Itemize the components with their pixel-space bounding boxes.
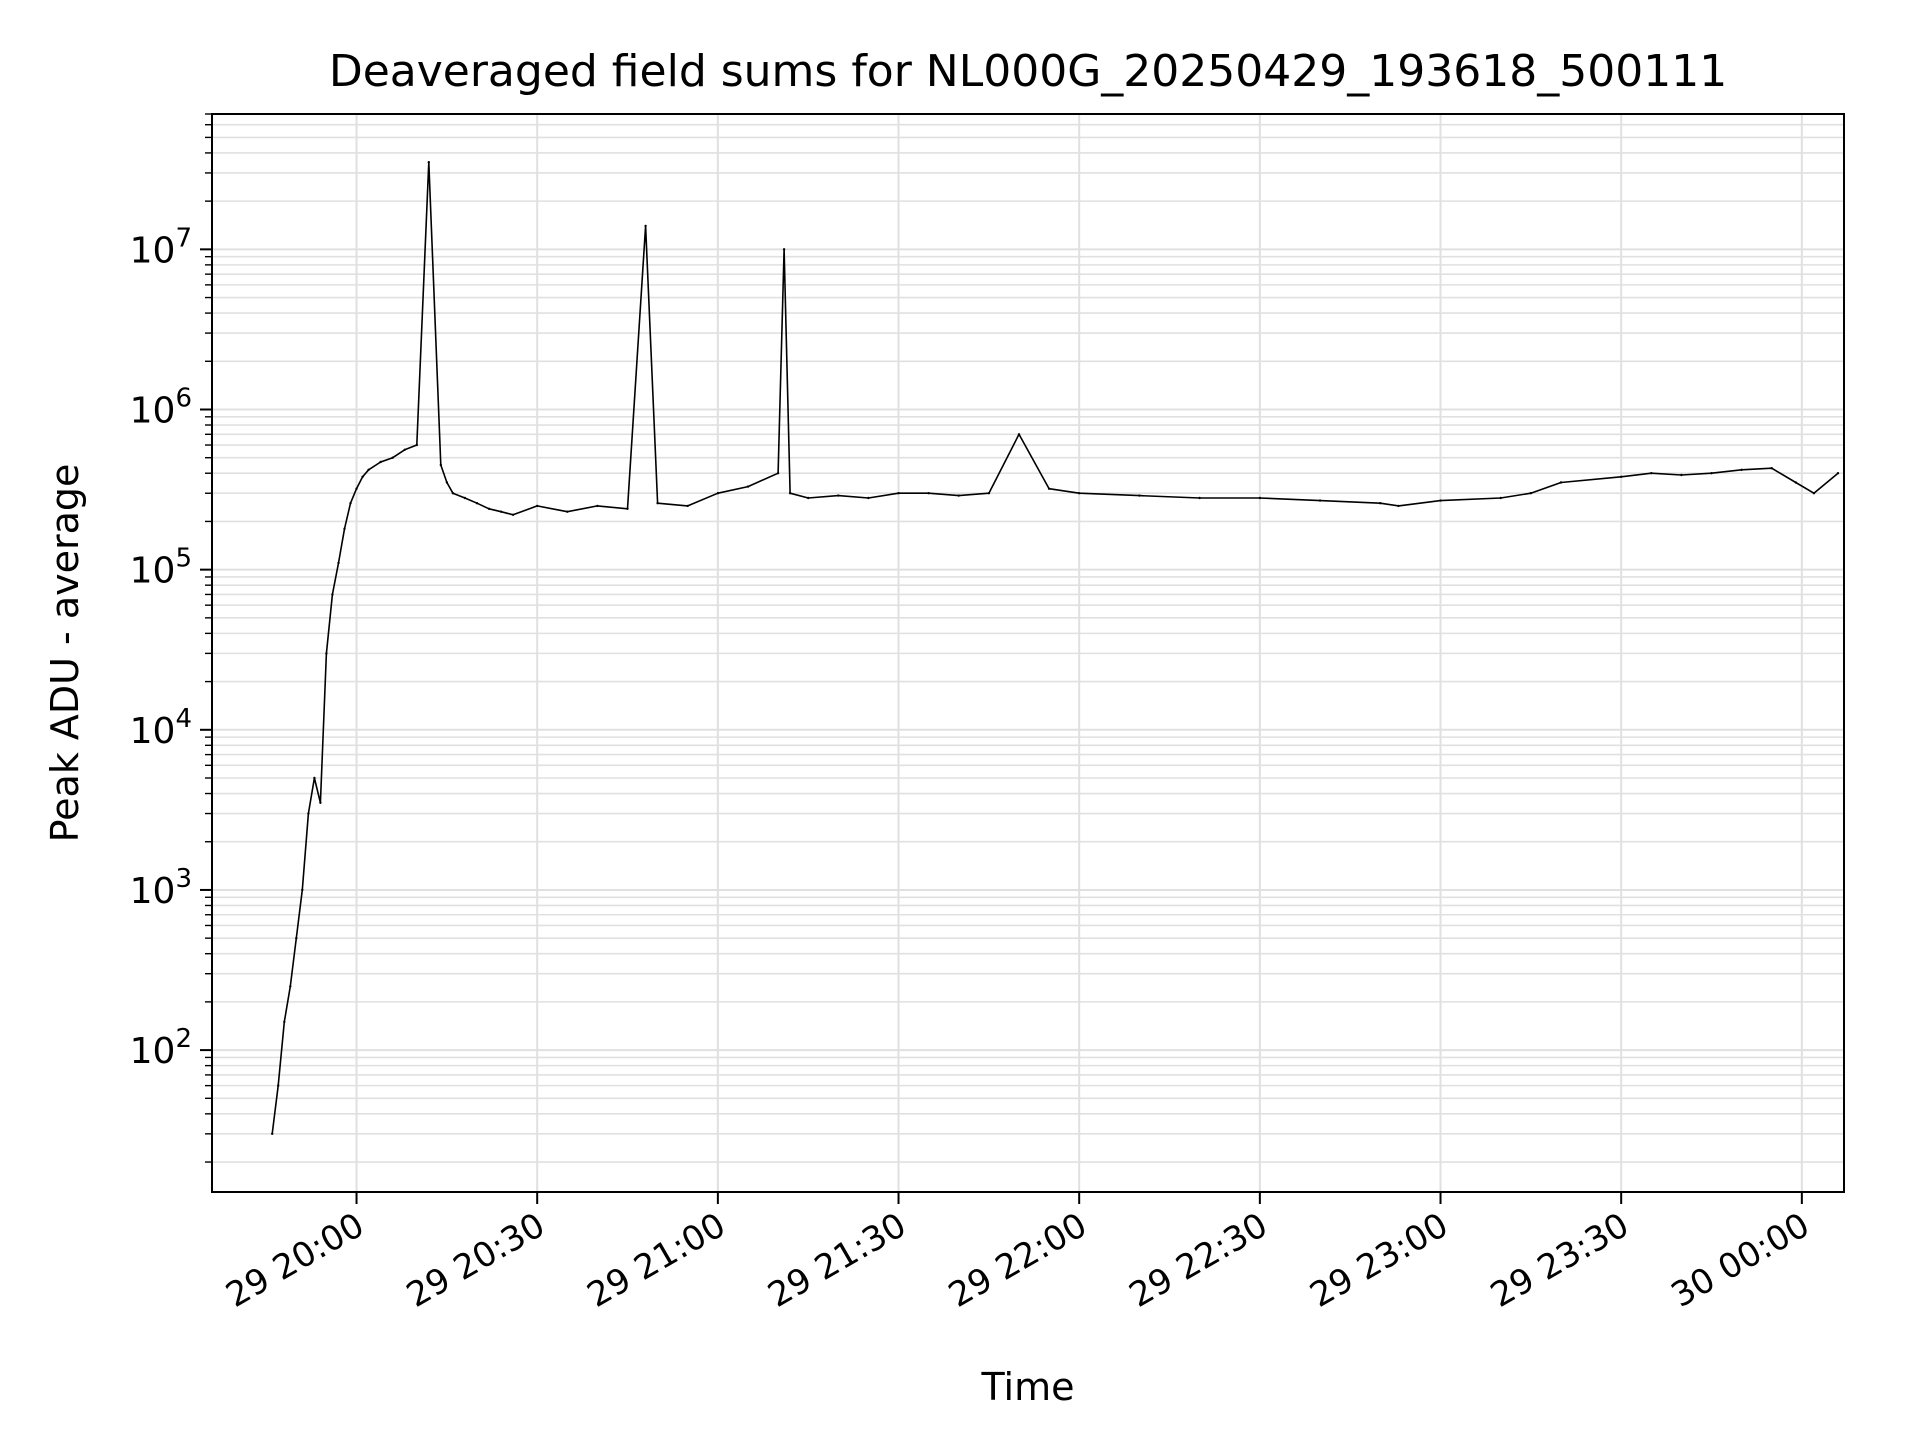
data-point — [837, 494, 840, 497]
data-point — [439, 463, 442, 467]
series-line-group — [271, 161, 1840, 1136]
data-point — [1812, 492, 1816, 495]
chart-title: Deaveraged field sums for NL000G_2025042… — [329, 46, 1727, 97]
data-point — [415, 443, 418, 447]
data-point — [1318, 499, 1322, 502]
data-point — [626, 507, 629, 510]
data-point — [1439, 499, 1442, 502]
data-point — [319, 801, 322, 804]
y-tick-label: 106 — [130, 383, 192, 431]
data-point — [331, 593, 334, 596]
y-tick-label: 103 — [130, 864, 192, 912]
data-point — [716, 492, 720, 495]
data-point — [957, 494, 960, 497]
data-point — [295, 937, 298, 940]
data-point — [313, 776, 316, 780]
data-point — [1836, 472, 1840, 475]
y-tick-label: 107 — [130, 223, 192, 271]
x-axis-label: Time — [981, 1365, 1075, 1409]
data-point — [927, 492, 930, 495]
data-point — [867, 496, 870, 500]
data-point — [1499, 496, 1502, 500]
data-point — [1047, 487, 1051, 490]
data-point — [427, 161, 430, 164]
data-point — [1529, 492, 1533, 495]
data-point — [343, 527, 346, 530]
data-point — [566, 510, 569, 513]
data-point — [271, 1132, 274, 1136]
data-point — [536, 504, 539, 508]
data-point — [451, 492, 455, 495]
data-point — [807, 496, 810, 500]
data-point — [487, 507, 491, 510]
data-point — [1770, 467, 1773, 470]
data-point — [283, 1020, 286, 1024]
data-point — [776, 472, 780, 475]
data-point — [289, 985, 292, 988]
data-point — [1740, 468, 1743, 471]
grid — [212, 113, 1844, 1192]
data-point — [1680, 473, 1683, 477]
data-point — [355, 487, 358, 490]
data-point — [463, 496, 467, 500]
data-point — [445, 481, 449, 484]
data-point — [987, 492, 991, 495]
data-point — [1620, 475, 1623, 478]
data-point — [788, 492, 792, 495]
data-point — [511, 513, 515, 516]
data-point — [1198, 496, 1201, 500]
data-point — [361, 475, 364, 478]
data-point — [337, 561, 340, 565]
data-point — [1017, 433, 1021, 436]
y-tick-label: 102 — [130, 1024, 192, 1072]
data-point — [1650, 472, 1653, 475]
data-point — [499, 510, 503, 513]
data-point — [1138, 494, 1141, 497]
data-point — [746, 485, 750, 488]
data-point — [1379, 502, 1382, 505]
data-point — [475, 502, 479, 505]
data-point — [307, 812, 310, 815]
data-point — [1559, 481, 1563, 484]
data-point — [1710, 472, 1713, 475]
data-point — [301, 888, 304, 892]
data-point — [1078, 492, 1081, 495]
y-tick-label: 105 — [130, 544, 192, 592]
data-point — [277, 1084, 280, 1087]
data-point — [403, 448, 406, 451]
y-axis-label: Peak ADU - average — [43, 464, 87, 843]
data-point — [782, 248, 786, 251]
data-point — [1397, 504, 1400, 508]
data-point — [349, 502, 352, 505]
data-point — [596, 504, 599, 508]
data-point — [391, 456, 394, 459]
y-tick-label: 104 — [130, 704, 192, 752]
data-point — [897, 492, 900, 495]
data-point — [379, 460, 382, 464]
data-point — [367, 468, 370, 471]
data-point — [686, 504, 689, 508]
data-point — [1794, 481, 1798, 484]
y-axis: 102 103 104 105 106 107 — [130, 113, 212, 1163]
data-point — [644, 224, 647, 228]
data-point — [325, 652, 328, 655]
data-point — [656, 502, 659, 505]
data-point — [1258, 496, 1262, 500]
